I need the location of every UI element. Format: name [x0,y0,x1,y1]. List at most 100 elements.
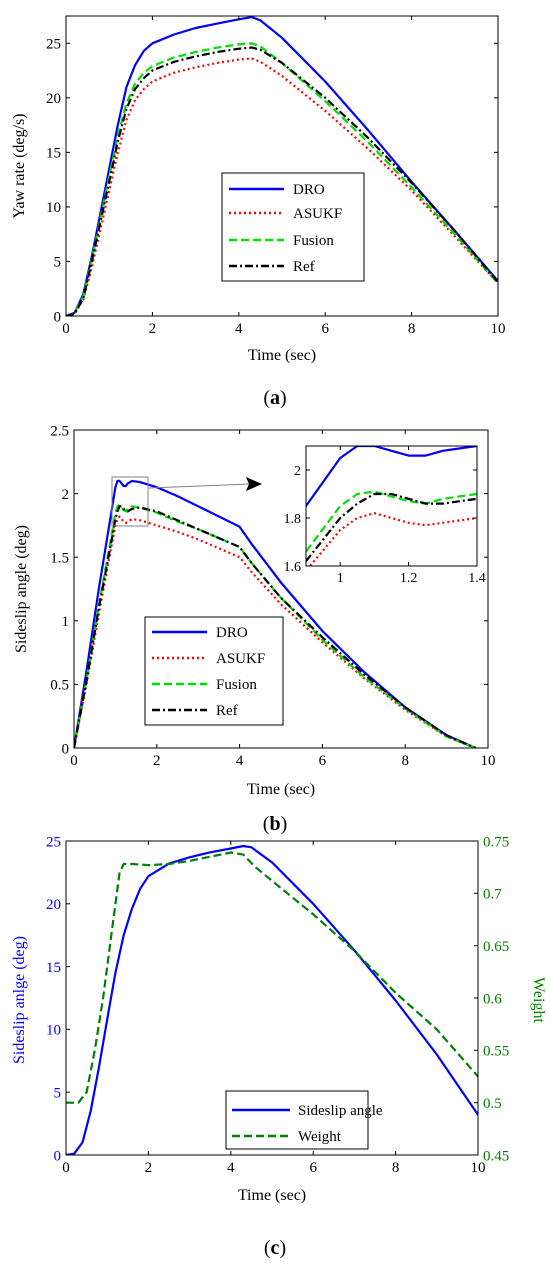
plot-b-ytick-label: 0.5 [50,678,69,694]
plot-a-xtick-label: 0 [62,321,70,337]
plot-c-xtick-label: 8 [392,1160,400,1176]
panel-letter-c: c [271,1237,280,1259]
plot-b-line-asukf [74,515,477,748]
plot-c-xtick-label: 2 [145,1160,153,1176]
plot-a-ytick-label: 20 [46,91,61,107]
plot-a-xtick-label: 8 [408,321,416,337]
plot-a-frame [65,15,499,317]
panel-caption-b: (b) [263,813,287,835]
legend-c-label-weight: Weight [298,1129,342,1145]
legend-a-label-fusion: Fusion [293,233,334,249]
plot-a-lines [66,16,498,316]
panel-a: 0 2 4 6 8 10 0 5 10 15 20 25 DRO ASUKF Fusion Ref T… [11,15,506,409]
panel-b: 0 2 4 6 8 10 0 0.5 1 1.5 2 2.5 1 1.2 1.4 1.6 1.8 2 DRO A… [13,423,496,835]
x-axis-label-a: Time (sec) [248,347,316,364]
plot-c-line-weight [66,851,478,1104]
inset-line-dro [306,446,477,508]
inset-ytick-label: 2 [294,464,301,479]
inset-ytick-label: 1.8 [284,512,302,527]
plot-b-xtick-label: 6 [319,753,327,769]
inset-lines [306,446,477,566]
plot-b-xtick-label: 8 [401,753,409,769]
plot-c-lines [66,844,478,1155]
y-axis-label-a: Yaw rate (deg/s) [11,113,28,218]
plot-c-ytick-label: 5 [54,1085,62,1101]
plot-b-ytick-label: 0 [62,741,70,757]
plot-a-ytick-label: 10 [46,200,61,216]
plot-c-ytick-label-right: 0.5 [483,1096,502,1112]
inset-line-fusion [306,490,477,554]
plot-b-frame [73,429,489,749]
inset-xtick-label: 1.2 [400,571,418,586]
plot-a-ytick-label: 5 [54,255,62,271]
panel-c: 0 2 4 6 8 10 0 5 10 15 20 25 0.45 0.5 0.55 0.6 0.65 0.7 0.… [11,834,547,1259]
panel-letter-a: a [270,387,280,409]
plot-c-ytick-label: 0 [54,1148,62,1164]
legend-b-label-fusion: Fusion [216,677,257,693]
x-axis-label-c: Time (sec) [238,1187,306,1204]
plot-c-xtick-label: 10 [471,1160,486,1176]
plot-b-xtick-label: 10 [481,753,496,769]
plot-b-ytick-label: 1.5 [50,550,69,566]
plot-b-ytick-label: 2.5 [50,423,69,439]
zoom-region-box [111,476,149,527]
plot-b-xtick-label: 0 [70,753,78,769]
plot-c-ytick-label-right: 0.65 [483,939,509,955]
y-axis-label-c-left: Sideslip anlge (deg) [11,936,28,1064]
legend-a-label-ref: Ref [293,259,315,275]
plot-a-xtick-label: 10 [491,321,506,337]
plot-a-axes: 0 2 4 6 8 10 0 5 10 15 20 25 [46,16,506,337]
legend-b-label-dro: DRO [216,625,248,641]
inset-ytick-label: 1.6 [284,560,302,575]
plot-a-line-fusion [66,42,498,316]
plot-a-line-ref [66,46,498,316]
panel-caption-a: (a) [263,387,286,409]
legend-b-label-ref: Ref [216,703,238,719]
plot-b-lines [74,479,477,748]
legend-a: DRO ASUKF Fusion Ref [221,172,365,282]
inset-xtick-label: 1 [337,571,344,586]
legend-b-label-asukf: ASUKF [216,651,265,667]
plot-b-xtick-label: 2 [153,753,161,769]
plot-c-ytick-label: 15 [46,960,61,976]
plot-c-xtick-label: 0 [62,1160,70,1176]
legend-c-box [225,1090,369,1150]
plot-c-xtick-label: 4 [227,1160,235,1176]
x-axis-label-b: Time (sec) [247,781,315,798]
legend-a-label-dro: DRO [293,182,325,198]
plot-b-ytick-label: 1 [62,614,70,630]
plot-c-axes: 0 2 4 6 8 10 0 5 10 15 20 25 0.45 0.5 0.55 0.6 0.65 0.7 0.… [46,834,509,1176]
plot-a-ytick-label: 15 [46,146,61,162]
plot-b-ytick-label: 2 [62,487,70,503]
inset-plot: 1 1.2 1.4 1.6 1.8 2 [284,445,486,586]
plot-c-ytick-label-right: 0.45 [483,1148,509,1164]
panel-caption-c: (c) [264,1237,286,1259]
legend-b-box [144,616,284,726]
plot-a-line-asukf [66,57,498,316]
plot-a-xtick-label: 4 [235,321,243,337]
legend-b: DRO ASUKF Fusion Ref [144,616,284,726]
plot-a-xtick-label: 6 [321,321,329,337]
plot-c-ytick-label-right: 0.75 [483,834,509,850]
zoom-arrow-line [148,483,251,489]
plot-c-ytick-label: 20 [46,897,61,913]
legend-a-box [221,172,365,282]
plot-b-axes: 0 2 4 6 8 10 0 0.5 1 1.5 2 2.5 [50,423,495,769]
plot-b-line-dro [74,479,477,748]
legend-a-label-asukf: ASUKF [293,206,342,222]
plot-b-xtick-label: 4 [236,753,244,769]
plot-c-ytick-label-right: 0.6 [483,991,502,1007]
y-axis-label-b: Sideslip angle (deg) [13,525,30,653]
legend-c: Sideslip angle Weight [225,1090,383,1150]
plot-a-xtick-label: 2 [149,321,157,337]
panel-letter-b: b [269,813,280,835]
plot-a-ytick-label: 0 [54,309,62,325]
zoom-arrow-head [246,477,262,491]
plot-c-ytick-label: 10 [46,1023,61,1039]
plot-c-xtick-label: 6 [309,1160,317,1176]
legend-c-label-sideslip: Sideslip angle [298,1103,383,1119]
inset-line-asukf [308,512,477,566]
inset-frame [305,445,478,567]
inset-axes: 1 1.2 1.4 1.6 1.8 2 [284,446,486,586]
